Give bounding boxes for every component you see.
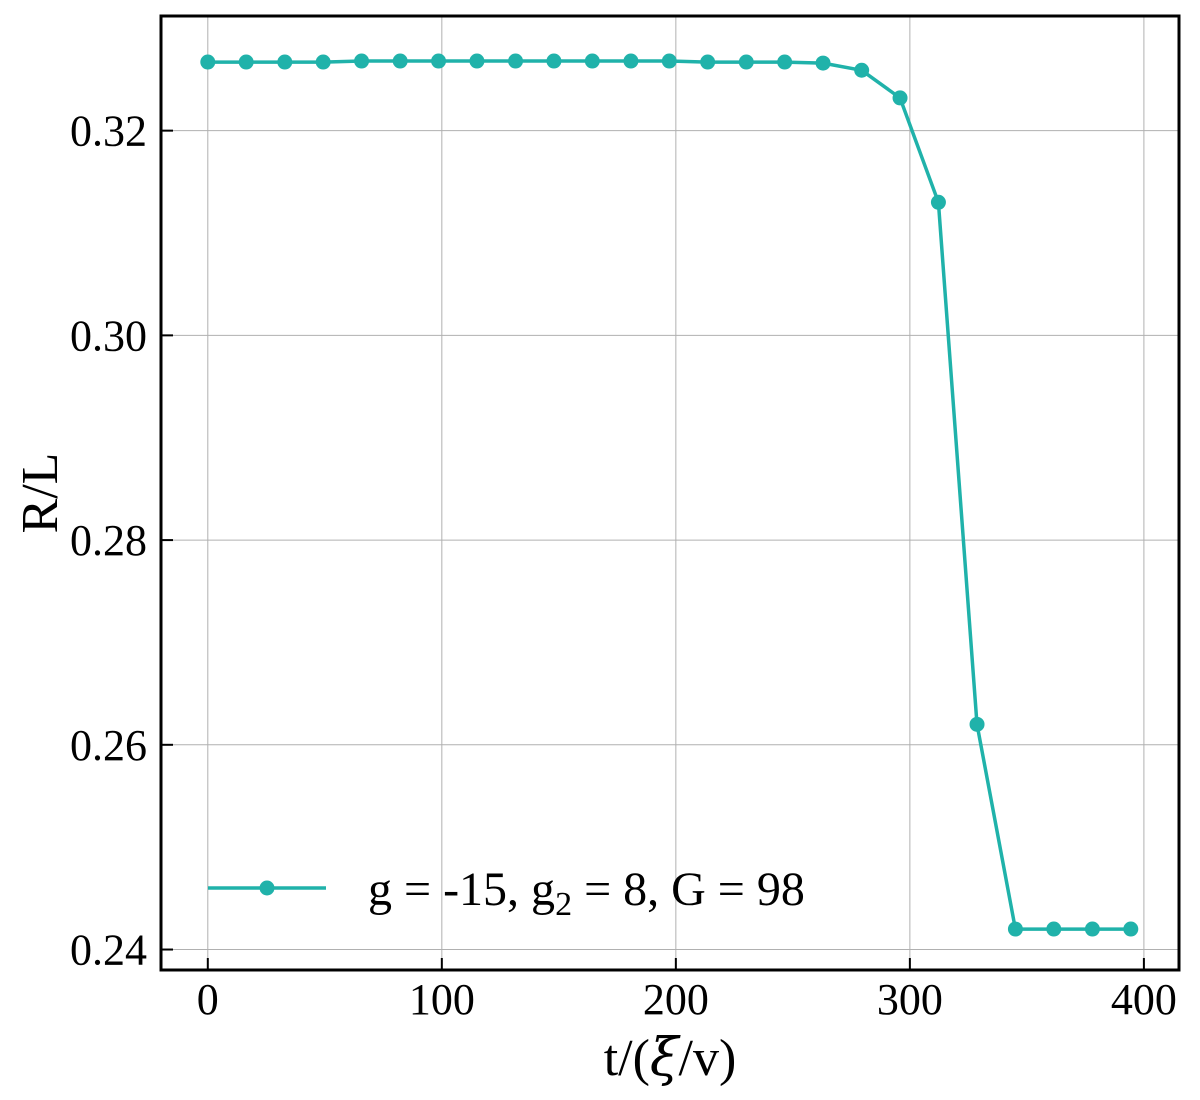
data-point [238, 54, 254, 70]
legend: g = -15, g2 = 8, G = 98 [208, 863, 805, 923]
data-point [354, 53, 370, 69]
y-tick-label: 0.32 [70, 107, 147, 156]
plot-frame [159, 14, 1181, 972]
x-tick-label: 200 [643, 975, 709, 1024]
data-point [392, 53, 408, 69]
x-tick-label: 100 [409, 975, 475, 1024]
data-point [661, 53, 677, 69]
x-axis-title-suffix: /v) [679, 1030, 737, 1087]
data-point [1123, 921, 1139, 937]
data-point [508, 53, 524, 69]
data-point [623, 53, 639, 69]
x-tick-label: 0 [197, 975, 219, 1024]
data-point [315, 54, 331, 70]
axis-ticks: 0 100 200 300 400 0.24 0.26 0.28 0.30 0.32 [70, 107, 1177, 1024]
y-tick-label: 0.30 [70, 311, 147, 360]
data-point [200, 54, 216, 70]
x-tick-label: 400 [1111, 975, 1177, 1024]
data-point [854, 62, 870, 78]
x-axis-title-prefix: t/( [604, 1030, 650, 1087]
data-point [584, 53, 600, 69]
x-tick-label: 300 [877, 975, 943, 1024]
data-point [546, 53, 562, 69]
data-point [700, 54, 716, 70]
y-axis-title: R/L [12, 453, 69, 534]
data-point [1007, 921, 1023, 937]
y-tick-label: 0.28 [70, 516, 147, 565]
data-point [892, 90, 908, 106]
legend-label: g = -15, g2 = 8, G = 98 [368, 863, 805, 923]
data-point [815, 55, 831, 71]
series-line [207, 59, 1131, 931]
data-point [738, 54, 754, 70]
data-point [969, 716, 985, 732]
legend-marker-swatch [259, 880, 275, 896]
legend-label-prefix: g = -15, g [368, 863, 555, 916]
data-point [1046, 921, 1062, 937]
data-point [277, 54, 293, 70]
series-line-layer [200, 53, 1139, 937]
y-tick-label: 0.24 [70, 926, 147, 975]
y-tick-label: 0.26 [70, 721, 147, 770]
data-point [930, 194, 946, 210]
legend-label-subscript: 2 [555, 886, 572, 923]
x-axis-title: t/(ξ/v) [604, 1028, 737, 1088]
x-axis-title-symbol: ξ [650, 1028, 681, 1088]
data-point [1084, 921, 1100, 937]
legend-label-suffix: = 8, G = 98 [572, 863, 805, 916]
grid [161, 16, 1179, 970]
data-point [469, 53, 485, 69]
data-point [777, 54, 793, 70]
data-point [431, 53, 447, 69]
